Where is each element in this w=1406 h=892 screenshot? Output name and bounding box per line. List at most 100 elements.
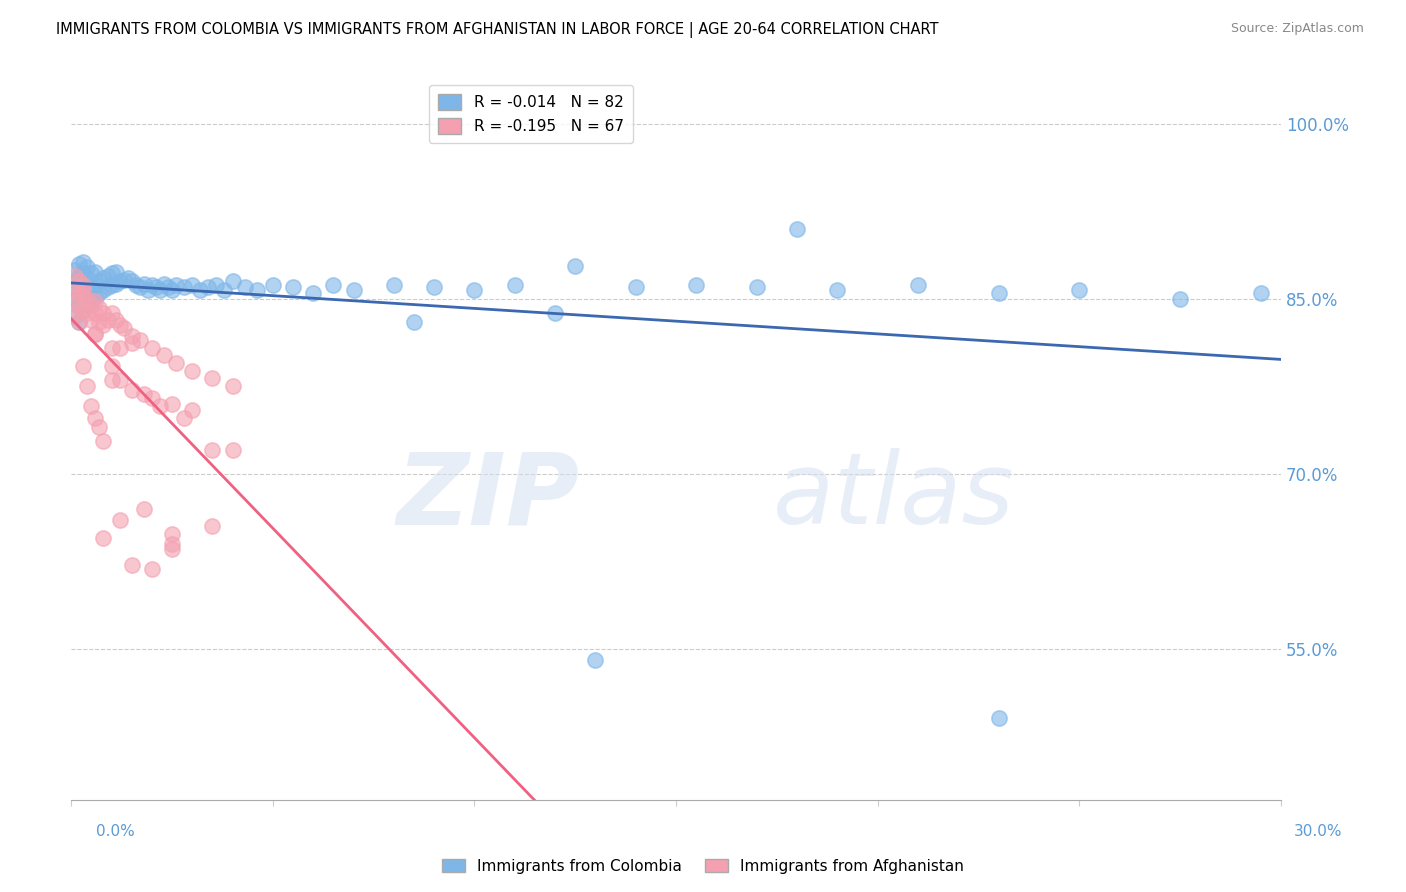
- Point: [65, 310, 87, 324]
- Point: [173, 280, 195, 294]
- Point: [145, 280, 167, 294]
- Point: [100, 277, 122, 292]
- Point: [84, 326, 107, 341]
- Point: [84, 326, 107, 341]
- Point: [76, 379, 98, 393]
- Point: [93, 283, 115, 297]
- Point: [72, 283, 94, 297]
- Point: [141, 391, 163, 405]
- Point: [128, 280, 150, 294]
- Point: [76, 306, 98, 320]
- Point: [80, 313, 103, 327]
- Point: [108, 513, 131, 527]
- Point: [108, 274, 131, 288]
- Point: [100, 266, 122, 280]
- Point: [84, 306, 107, 320]
- Point: [96, 280, 118, 294]
- Point: [104, 277, 127, 291]
- Point: [181, 402, 204, 417]
- Point: [1250, 286, 1272, 301]
- Point: [72, 359, 94, 374]
- Point: [108, 341, 131, 355]
- Point: [93, 318, 115, 332]
- Point: [149, 399, 172, 413]
- Point: [76, 260, 98, 275]
- Point: [745, 280, 768, 294]
- Point: [112, 273, 135, 287]
- Legend: Immigrants from Colombia, Immigrants from Afghanistan: Immigrants from Colombia, Immigrants fro…: [436, 853, 970, 880]
- Point: [72, 254, 94, 268]
- Point: [76, 298, 98, 312]
- Text: Source: ZipAtlas.com: Source: ZipAtlas.com: [1230, 22, 1364, 36]
- Point: [121, 383, 143, 397]
- Point: [322, 277, 344, 292]
- Point: [827, 283, 849, 297]
- Point: [80, 298, 103, 312]
- Point: [201, 519, 224, 533]
- Point: [80, 294, 103, 309]
- Point: [67, 315, 90, 329]
- Point: [585, 653, 607, 667]
- Point: [96, 313, 118, 327]
- Point: [214, 283, 236, 297]
- Point: [104, 265, 127, 279]
- Point: [84, 294, 107, 309]
- Point: [72, 266, 94, 280]
- Point: [67, 274, 90, 288]
- Point: [160, 397, 183, 411]
- Point: [262, 277, 284, 292]
- Point: [76, 271, 98, 285]
- Point: [100, 374, 122, 388]
- Point: [382, 277, 405, 292]
- Point: [84, 265, 107, 279]
- Point: [544, 306, 567, 320]
- Point: [76, 283, 98, 297]
- Point: [141, 562, 163, 576]
- Point: [149, 283, 172, 297]
- Point: [157, 280, 180, 294]
- Point: [141, 341, 163, 355]
- Point: [153, 348, 176, 362]
- Point: [1069, 283, 1091, 297]
- Point: [160, 283, 183, 297]
- Point: [67, 286, 90, 301]
- Point: [65, 274, 87, 288]
- Point: [108, 374, 131, 388]
- Text: 0.0%: 0.0%: [96, 824, 135, 838]
- Point: [181, 364, 204, 378]
- Point: [233, 280, 256, 294]
- Point: [907, 277, 929, 292]
- Text: IMMIGRANTS FROM COLOMBIA VS IMMIGRANTS FROM AFGHANISTAN IN LABOR FORCE | AGE 20-: IMMIGRANTS FROM COLOMBIA VS IMMIGRANTS F…: [56, 22, 939, 38]
- Legend: R = -0.014   N = 82, R = -0.195   N = 67: R = -0.014 N = 82, R = -0.195 N = 67: [429, 85, 633, 143]
- Point: [121, 329, 143, 343]
- Point: [463, 283, 485, 297]
- Point: [201, 371, 224, 385]
- Point: [141, 277, 163, 292]
- Point: [96, 268, 118, 283]
- Point: [89, 286, 111, 301]
- Point: [165, 277, 187, 292]
- Point: [160, 542, 183, 557]
- Point: [132, 501, 155, 516]
- Point: [342, 283, 364, 297]
- Point: [173, 410, 195, 425]
- Point: [72, 303, 94, 318]
- Point: [121, 336, 143, 351]
- Point: [100, 306, 122, 320]
- Point: [67, 315, 90, 329]
- Point: [89, 301, 111, 316]
- Point: [121, 558, 143, 572]
- Point: [246, 283, 269, 297]
- Point: [281, 280, 304, 294]
- Point: [65, 292, 87, 306]
- Point: [125, 277, 148, 292]
- Point: [128, 333, 150, 347]
- Point: [402, 315, 425, 329]
- Point: [205, 277, 228, 292]
- Point: [89, 420, 111, 434]
- Point: [201, 443, 224, 458]
- Point: [136, 283, 159, 297]
- Point: [65, 262, 87, 277]
- Point: [80, 280, 103, 294]
- Point: [84, 410, 107, 425]
